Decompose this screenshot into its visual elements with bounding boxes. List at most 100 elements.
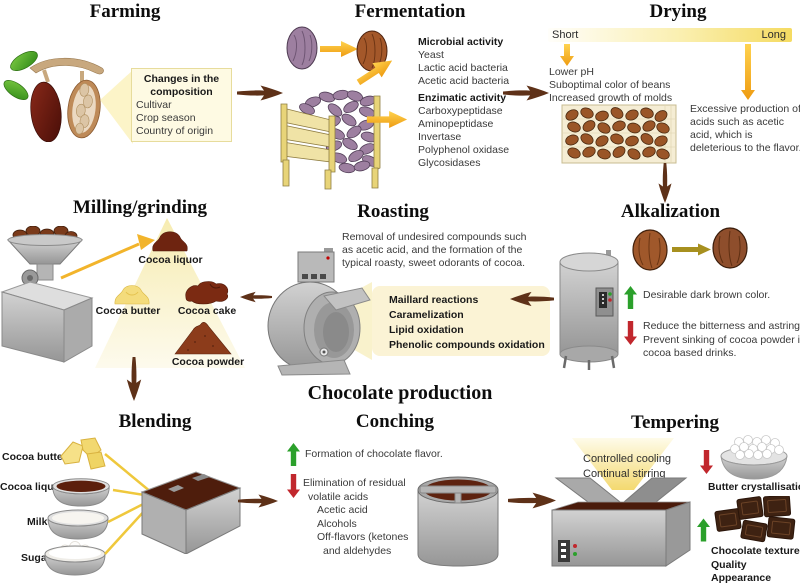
cocoa-cake-label: Cocoa cake (177, 305, 237, 317)
fermentation-box-illustration (280, 89, 381, 190)
farming-factor: Crop season (136, 112, 196, 124)
tempering-process-line: Continual stirring (583, 468, 666, 480)
microbial-item: Yeast (418, 49, 444, 61)
increase-arrow-conching (287, 443, 300, 466)
arrow-blending-to-conching (238, 494, 278, 508)
bean-before-alkalization (632, 229, 668, 271)
alkalization-tank-illustration (559, 250, 619, 370)
long-drying-effect: Excessive production of acids such as ac… (690, 103, 800, 155)
tempering-process-line: Controlled cooling (583, 453, 672, 465)
arrow-box-to-enzymatic (366, 111, 408, 128)
microbial-activity-list: Yeast Lactic acid bacteria Acetic acid b… (418, 49, 509, 88)
blending-ingredient-label: Milk (27, 516, 48, 528)
alkalization-positive: Desirable dark brown color. (643, 289, 771, 301)
fermented-bean-illustration (356, 30, 388, 72)
alkalization-negative-line: Reduce the bitterness and astringency (643, 320, 800, 332)
butter-crystals-bowl-illustration (720, 435, 788, 480)
butter-crystallisation-label: Butter crystallisation (708, 482, 800, 493)
cocoa-pod-illustration (3, 51, 104, 142)
arrow-drying-to-alkalization (658, 163, 672, 203)
cocoa-powder-label: Cocoa powder (171, 356, 245, 368)
enzymatic-item: Aminopeptidase (418, 118, 494, 130)
unfermented-bean-illustration (286, 26, 318, 70)
roasting-reaction: Maillard reactions (389, 294, 479, 306)
short-effect: Increased growth of molds (549, 92, 673, 104)
microbial-item: Acetic acid bacteria (418, 75, 510, 87)
enzymatic-item: Glycosidases (418, 157, 481, 169)
enzymatic-activity-list: Carboxypeptidase Aminopeptidase Invertas… (418, 105, 509, 170)
drying-tray-illustration (561, 104, 677, 164)
alkalization-negative-line: Prevent sinking of cocoa powder in (643, 333, 800, 346)
cocoa-liquor-label: Cocoa liquor (138, 254, 203, 266)
conching-negative-line: Acetic acid (317, 504, 368, 516)
drying-short-label: Short (552, 29, 579, 41)
farming-callout-beam (100, 70, 133, 144)
roasting-reaction: Lipid oxidation (389, 324, 464, 336)
alkalization-title: Alkalization (620, 201, 721, 222)
tempering-title: Tempering (631, 412, 719, 433)
microbial-item: Lactic acid bacteria (418, 62, 508, 74)
drying-time-scale: Short Long (548, 28, 792, 42)
cocoa-butter-illustration (114, 285, 150, 305)
arrow-alkalization-to-roasting (510, 291, 554, 307)
cocoa-butter-label: Cocoa butter (95, 305, 161, 317)
enzymatic-item: Invertase (418, 131, 462, 143)
conching-title: Conching (355, 411, 435, 432)
tempering-positives: Chocolate texture Quality Appearance (711, 545, 800, 584)
chocolate-production-title: Chocolate production (307, 382, 493, 404)
arrow-grinder-to-liquor (60, 234, 155, 280)
decrease-arrow-alkalization (624, 321, 637, 345)
tempering-machine-illustration (551, 477, 691, 567)
farming-callout-title: Changes in the composition (143, 73, 220, 98)
blending-ingredient-label: Cocoa liquor (0, 481, 65, 493)
conching-negative-line: Alcohols (317, 517, 357, 530)
increase-arrow-alkalization (624, 286, 637, 309)
decrease-arrow-tempering (700, 450, 713, 474)
arrow-long-drying (741, 44, 755, 100)
arrow-fermentation-to-drying (503, 85, 549, 101)
arrow-bean-fermenting (320, 41, 358, 57)
grinder-illustration (0, 226, 94, 363)
tempering-positive-line: Chocolate texture (711, 545, 800, 557)
milk-bowl-illustration (47, 509, 109, 540)
arrow-conching-to-tempering (508, 492, 556, 509)
roasting-description: Removal of undesired compounds such as a… (342, 231, 527, 269)
cocoa-powder-illustration (174, 322, 232, 355)
farming-callout: Changes in the composition Cultivar Crop… (131, 68, 232, 142)
bean-after-alkalization (712, 227, 748, 269)
tempering-process: Controlled cooling Continual stirring (583, 452, 671, 482)
short-drying-effects: Lower pH Suboptimal color of beans Incre… (549, 66, 672, 105)
alkalization-negative-line: cocoa based drinks. (643, 347, 737, 359)
arrow-milling-to-blending (126, 357, 142, 401)
fermentation-title: Fermentation (354, 1, 466, 22)
tempering-beam (572, 438, 674, 490)
blending-ingredient-label: Cocoa butter (2, 451, 67, 463)
long-effect-line: deleterious to the flavor.. (690, 142, 800, 154)
conching-positive: Formation of chocolate flavor. (305, 448, 443, 460)
decrease-arrow-conching (287, 474, 300, 498)
farming-title: Farming (89, 1, 161, 22)
increase-arrow-tempering (697, 518, 710, 542)
enzymatic-activity-heading: Enzimatic activity (418, 92, 507, 104)
milling-title: Milling/grinding (72, 197, 208, 218)
alkalization-negatives: Reduce the bitterness and astringency Pr… (643, 320, 800, 361)
short-effect: Suboptimal color of beans (549, 79, 671, 91)
arrow-short-drying (560, 44, 574, 66)
liquor-bowl-illustration (52, 478, 110, 507)
tempering-positive-line: Quality (711, 558, 747, 571)
arrow-alkalization-beans (672, 243, 711, 256)
conching-vat-illustration (417, 476, 499, 567)
roasting-reaction: Phenolic compounds oxidation (389, 339, 545, 351)
roasting-reaction: Caramelization (389, 309, 464, 321)
conching-negative-line: Elimination of residual (303, 477, 406, 489)
long-effect-line: acids such as acetic (690, 116, 784, 128)
tempering-positive-line: Appearance (711, 572, 772, 584)
drying-title: Drying (649, 1, 707, 22)
conching-negative-line: and aldehydes (323, 544, 392, 557)
conching-negatives: Elimination of residual volatile acids A… (303, 477, 408, 558)
conching-negative-line: volatile acids (308, 490, 369, 503)
microbial-activity-heading: Microbial activity (418, 36, 504, 48)
long-effect-line: acid, which is (690, 129, 753, 141)
roasting-title: Roasting (357, 201, 429, 222)
